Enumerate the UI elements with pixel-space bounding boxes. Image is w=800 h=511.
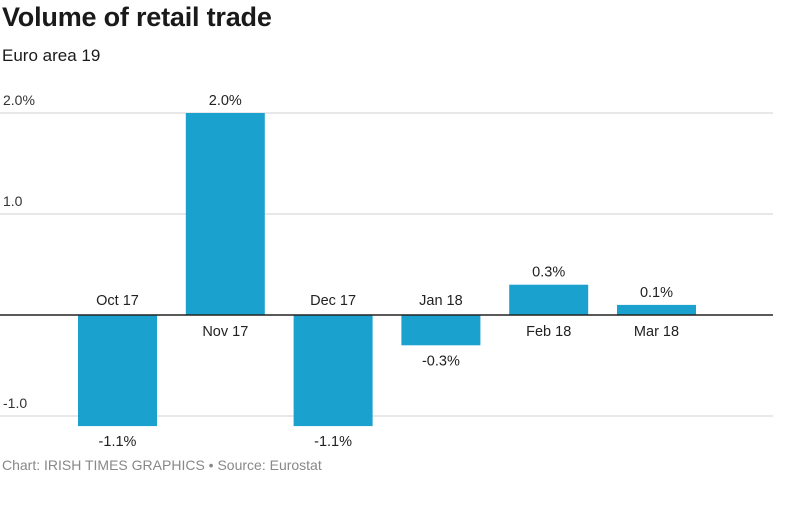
- bar-value-label: -1.1%: [99, 434, 137, 450]
- bar: [509, 284, 589, 315]
- bar-value-label: -1.1%: [314, 434, 352, 450]
- bar: [78, 315, 157, 427]
- bars: [78, 113, 696, 427]
- labels: 2.0% 1.0 -1.0 Oct 17 -1.1% Nov 17 2.0% Dec 17 -1…: [3, 92, 679, 450]
- chart-subtitle: Euro area 19: [2, 46, 101, 65]
- bar-value-label: 0.3%: [532, 265, 565, 281]
- x-category-label: Mar 18: [634, 324, 679, 340]
- bar: [185, 113, 265, 315]
- x-category-label: Oct 17: [96, 293, 139, 309]
- y-tick-label: -1.0: [3, 395, 27, 411]
- bar: [293, 315, 373, 427]
- bar-value-label: -0.3%: [422, 353, 460, 369]
- x-category-label: Feb 18: [526, 324, 571, 340]
- bar: [617, 304, 696, 315]
- y-tick-label: 2.0%: [3, 92, 35, 108]
- x-category-label: Nov 17: [202, 324, 248, 340]
- y-tick-label: 1.0: [3, 193, 23, 209]
- x-category-label: Dec 17: [310, 293, 356, 309]
- x-category-label: Jan 18: [419, 293, 463, 309]
- bar-value-label: 2.0%: [209, 93, 242, 109]
- bar: [401, 315, 481, 346]
- bar-value-label: 0.1%: [640, 285, 673, 301]
- chart-title: Volume of retail trade: [2, 2, 272, 32]
- chart-source: Chart: IRISH TIMES GRAPHICS • Source: Eu…: [2, 457, 322, 473]
